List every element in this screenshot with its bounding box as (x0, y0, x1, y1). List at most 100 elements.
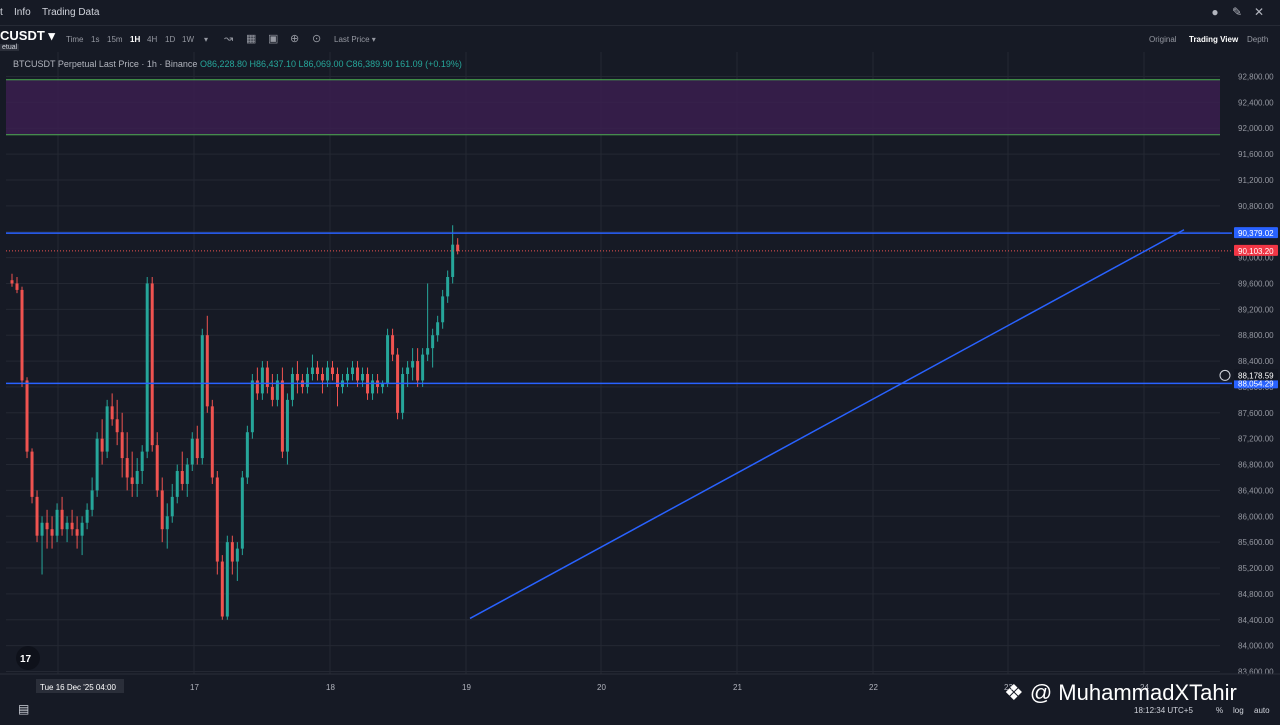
chart-background (0, 52, 1280, 720)
candle-body (351, 367, 355, 374)
price-tick-label: 88,400.00 (1238, 357, 1274, 366)
price-type-select[interactable]: Last Price ▾ (334, 35, 376, 44)
candle-body (235, 548, 239, 562)
candle-body (160, 490, 164, 530)
timeframe-1d[interactable]: 1D (165, 35, 176, 44)
plus-circle-icon (1219, 369, 1231, 381)
candle-body (80, 522, 84, 536)
price-tick-label: 89,200.00 (1238, 305, 1274, 314)
candle-body (215, 477, 219, 562)
chart-area[interactable]: 92,800.00 92,400.00 92,000.00 91,600.00 91,2… (0, 52, 1280, 720)
pencil-off-icon[interactable]: ✎ (1231, 5, 1243, 19)
line-lower-label: 88,054.29 (1238, 379, 1274, 388)
candle-body (180, 471, 184, 484)
price-tick-label: 89,600.00 (1238, 279, 1274, 288)
timeframe-4h[interactable]: 4H (147, 35, 158, 44)
nav-item-symbol[interactable]: t (0, 7, 3, 18)
bell-icon[interactable]: ● (1211, 5, 1219, 19)
legend-ohlc: O86,228.80 H86,437.10 L86,069.00 C86,389… (199, 59, 462, 69)
time-tick-label: 22 (869, 683, 878, 692)
candle-body (175, 471, 179, 497)
candle-body (185, 464, 189, 484)
candle-body (20, 289, 24, 381)
candle-body (60, 509, 64, 530)
tab-trading-view[interactable]: Trading View (1189, 35, 1239, 44)
candle-body (320, 374, 324, 381)
auto-toggle[interactable]: auto (1254, 706, 1270, 715)
candle-body (330, 367, 334, 374)
price-tick-label: 91,200.00 (1238, 176, 1274, 185)
price-tick-label: 92,800.00 (1238, 73, 1274, 82)
candle-body (411, 361, 415, 368)
crosshair-label-bg (1234, 369, 1278, 381)
price-tick-label: 83,600.00 (1238, 668, 1274, 677)
tradingview-logo-text: 17 (20, 654, 32, 665)
candle-body (120, 432, 124, 459)
candle-body (260, 367, 264, 394)
candle-body (15, 283, 19, 290)
percent-toggle[interactable]: % (1216, 706, 1224, 715)
price-tick-label: 84,400.00 (1238, 616, 1274, 625)
price-tick-label: 90,000.00 (1238, 254, 1274, 263)
watermark-handle: @ MuhammadXTahir (1029, 680, 1237, 705)
add-icon[interactable]: ⊕ (290, 33, 300, 45)
candle-body (125, 458, 129, 478)
nav-item-trading-data[interactable]: Trading Data (42, 7, 100, 18)
calendar-icon[interactable]: ▤ (18, 702, 30, 716)
timeframe-1s[interactable]: 1s (91, 35, 100, 44)
candle-body (335, 374, 339, 387)
candle-body (190, 438, 194, 465)
tab-original[interactable]: Original (1149, 35, 1177, 44)
price-tick-label: 91,600.00 (1238, 150, 1274, 159)
candle-body (401, 374, 405, 413)
candle-body (295, 374, 299, 381)
candle-body (290, 374, 294, 400)
indicators-icon[interactable]: ▦ (246, 33, 257, 45)
candle-body (431, 335, 435, 349)
candle-body (165, 516, 169, 530)
timeframe-1w[interactable]: 1W (182, 35, 194, 44)
tab-depth[interactable]: Depth (1247, 35, 1269, 44)
log-toggle[interactable]: log (1233, 706, 1244, 715)
candle-body (40, 522, 44, 536)
candle-body (275, 380, 279, 400)
price-tick-label: 92,000.00 (1238, 124, 1274, 133)
chart-type-icon[interactable]: ↝ (224, 33, 234, 45)
candle-body (200, 335, 204, 459)
price-tick-label: 85,200.00 (1238, 564, 1274, 573)
candle-body (85, 509, 89, 523)
time-tick-label: 21 (733, 683, 742, 692)
candle-body (421, 354, 425, 381)
settings-icon[interactable]: ⊙ (312, 33, 322, 45)
candle-body (145, 283, 149, 452)
candle-body (346, 374, 350, 381)
candle-body (436, 322, 440, 336)
price-tick-label: 84,000.00 (1238, 642, 1274, 651)
candle-body (255, 380, 259, 394)
candle-body (35, 496, 39, 536)
line-upper-label: 90,379.02 (1238, 229, 1274, 238)
price-chart[interactable]: 92,800.00 92,400.00 92,000.00 91,600.00 91,2… (0, 52, 1280, 720)
timeframe-time[interactable]: Time (66, 35, 84, 44)
timeframe-1h[interactable]: 1H (130, 35, 141, 44)
candle-body (110, 406, 114, 420)
timeframe-15m[interactable]: 15m (107, 35, 123, 44)
candle-body (50, 529, 54, 536)
candle-body (381, 383, 385, 387)
price-tick-label: 85,600.00 (1238, 538, 1274, 547)
camera-icon[interactable]: ▣ (268, 33, 279, 45)
nav-item-info[interactable]: Info (14, 7, 31, 18)
candle-body (25, 380, 29, 452)
symbol-selector[interactable]: CUSDT ▾ (0, 28, 55, 43)
price-tick-label: 87,200.00 (1238, 435, 1274, 444)
timeframe-dropdown-icon[interactable]: ▾ (204, 35, 209, 44)
candle-body (155, 445, 159, 491)
candle-body (280, 380, 284, 452)
candle-body (391, 335, 395, 355)
price-tick-label: 86,000.00 (1238, 512, 1274, 521)
candle-body (325, 367, 329, 381)
close-icon[interactable]: ✕ (1253, 5, 1265, 19)
candle-body (220, 561, 224, 617)
candle-body (10, 280, 14, 284)
candle-body (105, 406, 109, 452)
